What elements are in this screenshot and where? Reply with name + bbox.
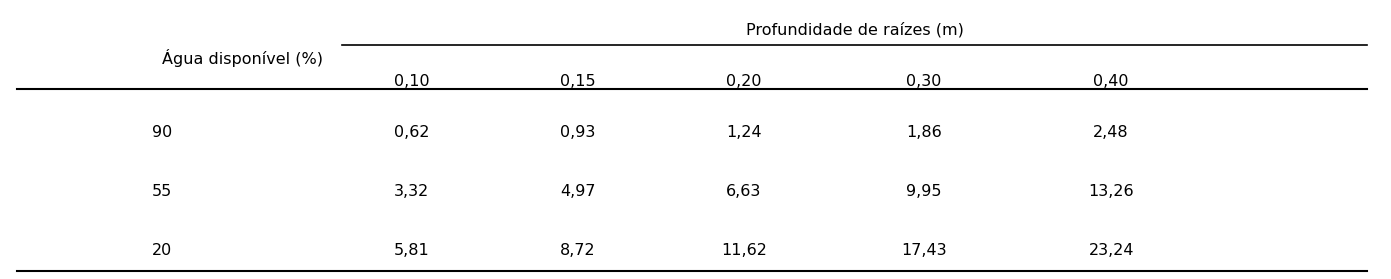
Text: Profundidade de raízes (m): Profundidade de raízes (m) <box>746 22 964 37</box>
Text: 5,81: 5,81 <box>394 243 430 258</box>
Text: 1,86: 1,86 <box>906 125 942 140</box>
Text: 0,15: 0,15 <box>561 74 595 89</box>
Text: 9,95: 9,95 <box>907 184 942 199</box>
Text: 20: 20 <box>152 243 172 258</box>
Text: 0,93: 0,93 <box>561 125 595 140</box>
Text: 6,63: 6,63 <box>726 184 762 199</box>
Text: 17,43: 17,43 <box>901 243 947 258</box>
Text: 0,10: 0,10 <box>394 74 430 89</box>
Text: 23,24: 23,24 <box>1088 243 1134 258</box>
Text: 0,20: 0,20 <box>726 74 762 89</box>
Text: 11,62: 11,62 <box>721 243 766 258</box>
Text: 2,48: 2,48 <box>1093 125 1129 140</box>
Text: 0,30: 0,30 <box>907 74 942 89</box>
Text: 0,40: 0,40 <box>1093 74 1129 89</box>
Text: 1,24: 1,24 <box>726 125 762 140</box>
Text: 55: 55 <box>152 184 172 199</box>
Text: 8,72: 8,72 <box>561 243 595 258</box>
Text: Água disponível (%): Água disponível (%) <box>163 49 323 67</box>
Text: 0,62: 0,62 <box>394 125 430 140</box>
Text: 4,97: 4,97 <box>561 184 595 199</box>
Text: 90: 90 <box>152 125 172 140</box>
Text: 3,32: 3,32 <box>394 184 428 199</box>
Text: 13,26: 13,26 <box>1088 184 1134 199</box>
